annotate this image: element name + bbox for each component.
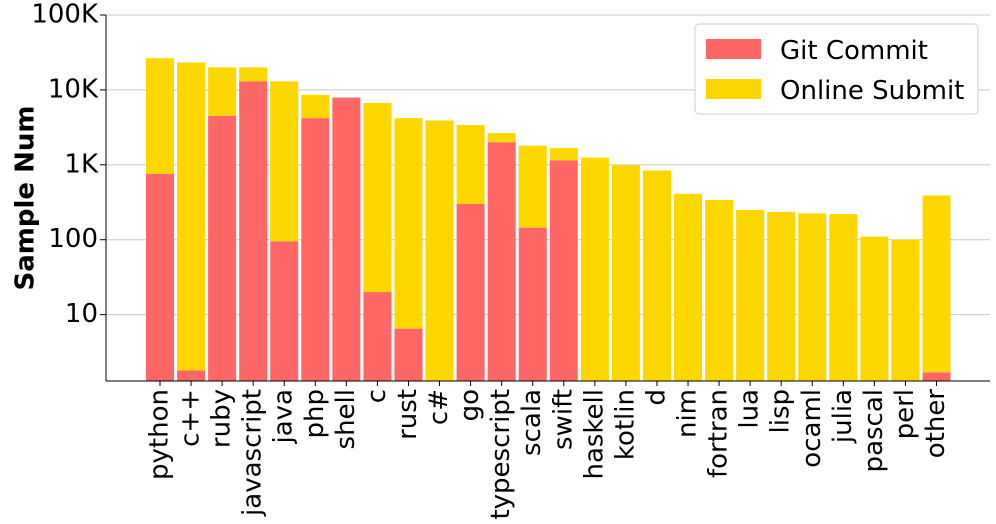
x-tick-label-swift: swift bbox=[548, 389, 578, 450]
bar-git-commit-python bbox=[146, 173, 174, 381]
legend-swatch-online-submit bbox=[706, 79, 761, 99]
bar-git-commit-scala bbox=[518, 227, 547, 381]
x-tick-label-c: c bbox=[362, 389, 392, 403]
bar-online-submit-d bbox=[642, 170, 671, 381]
bar-git-commit-php bbox=[301, 118, 330, 382]
legend: Git Commit Online Submit bbox=[694, 23, 979, 115]
bar-online-submit-kotlin bbox=[611, 165, 640, 381]
x-tick-label-ruby: ruby bbox=[207, 389, 237, 448]
y-tick-label: 10 bbox=[65, 299, 98, 329]
bar-online-submit-lua bbox=[736, 209, 765, 381]
x-tick-label-scala: scala bbox=[517, 389, 547, 456]
x-tick-label-java: java bbox=[269, 389, 299, 444]
x-tick-label-c++: c++ bbox=[176, 389, 206, 447]
y-tick-label: 10K bbox=[48, 74, 99, 104]
bar-online-submit-other bbox=[922, 195, 951, 373]
bar-online-submit-ruby bbox=[208, 67, 237, 116]
x-tick-label-haskell: haskell bbox=[579, 389, 609, 480]
bar-online-submit-python bbox=[146, 58, 174, 174]
legend-swatch-git-commit bbox=[706, 39, 761, 59]
bar-online-submit-lisp bbox=[767, 211, 796, 381]
x-tick-label-typescript: typescript bbox=[486, 389, 516, 520]
x-tick-label-lisp: lisp bbox=[766, 389, 796, 434]
x-tick-label-c#: c# bbox=[424, 389, 454, 425]
x-tick-label-pascal: pascal bbox=[859, 389, 889, 472]
x-tick-label-shell: shell bbox=[331, 389, 361, 449]
bar-online-submit-php bbox=[301, 94, 330, 119]
x-tick-label-nim: nim bbox=[673, 389, 703, 438]
bar-online-submit-fortran bbox=[705, 199, 734, 381]
bar-online-submit-typescript bbox=[487, 133, 516, 143]
x-tick-label-ocaml: ocaml bbox=[797, 389, 827, 468]
bar-online-submit-swift bbox=[549, 148, 578, 161]
bar-online-submit-javascript bbox=[239, 67, 268, 82]
legend-frame bbox=[694, 23, 979, 115]
bar-git-commit-c bbox=[363, 292, 392, 381]
bar-git-commit-shell bbox=[332, 97, 361, 381]
bar-online-submit-perl bbox=[891, 239, 920, 381]
legend-label-git-commit: Git Commit bbox=[780, 36, 928, 66]
bar-online-submit-c++ bbox=[177, 62, 206, 371]
x-tick-label-rust: rust bbox=[393, 389, 423, 440]
bar-online-submit-nim bbox=[674, 193, 703, 381]
x-tick-label-javascript: javascript bbox=[238, 389, 268, 517]
y-ticks: 10 100 1K 10K 100K bbox=[31, 0, 106, 329]
y-tick-label: 100K bbox=[31, 0, 99, 30]
x-tick-label-go: go bbox=[455, 389, 485, 421]
bar-online-submit-c# bbox=[425, 120, 454, 381]
x-tick-label-d: d bbox=[641, 389, 671, 406]
x-tick-label-perl: perl bbox=[890, 389, 920, 439]
bar-git-commit-typescript bbox=[487, 142, 516, 381]
x-tick-label-lua: lua bbox=[735, 389, 765, 429]
bar-git-commit-java bbox=[270, 241, 299, 381]
y-tick-label: 100 bbox=[48, 224, 98, 254]
x-tick-label-php: php bbox=[300, 389, 330, 439]
bar-git-commit-other bbox=[922, 372, 951, 381]
bar-online-submit-java bbox=[270, 81, 299, 242]
bar-git-commit-c++ bbox=[177, 370, 206, 381]
y-tick-label: 1K bbox=[64, 149, 99, 179]
legend-label-online-submit: Online Submit bbox=[780, 76, 964, 106]
x-tick-label-fortran: fortran bbox=[704, 389, 734, 478]
x-tick-label-other: other bbox=[921, 389, 951, 459]
bar-online-submit-ocaml bbox=[798, 213, 827, 381]
bar-online-submit-haskell bbox=[580, 157, 609, 381]
x-ticks: python c++ ruby javascript java php shell c rust… bbox=[145, 381, 951, 520]
bar-online-submit-rust bbox=[394, 118, 423, 329]
bar-git-commit-rust bbox=[394, 328, 423, 381]
bar-online-submit-pascal bbox=[860, 236, 889, 381]
x-tick-label-python: python bbox=[145, 389, 175, 480]
x-tick-label-kotlin: kotlin bbox=[610, 389, 640, 460]
bar-online-submit-go bbox=[456, 125, 485, 204]
bar-online-submit-c bbox=[363, 102, 392, 293]
bar-git-commit-ruby bbox=[208, 115, 237, 381]
bar-git-commit-javascript bbox=[239, 81, 268, 381]
bars bbox=[146, 58, 951, 382]
bar-online-submit-scala bbox=[518, 145, 547, 228]
y-axis-label: Sample Num bbox=[11, 106, 41, 291]
bar-git-commit-go bbox=[456, 203, 485, 381]
x-tick-label-julia: julia bbox=[828, 389, 858, 444]
bar-git-commit-swift bbox=[549, 160, 578, 381]
bar-online-submit-julia bbox=[829, 214, 858, 381]
